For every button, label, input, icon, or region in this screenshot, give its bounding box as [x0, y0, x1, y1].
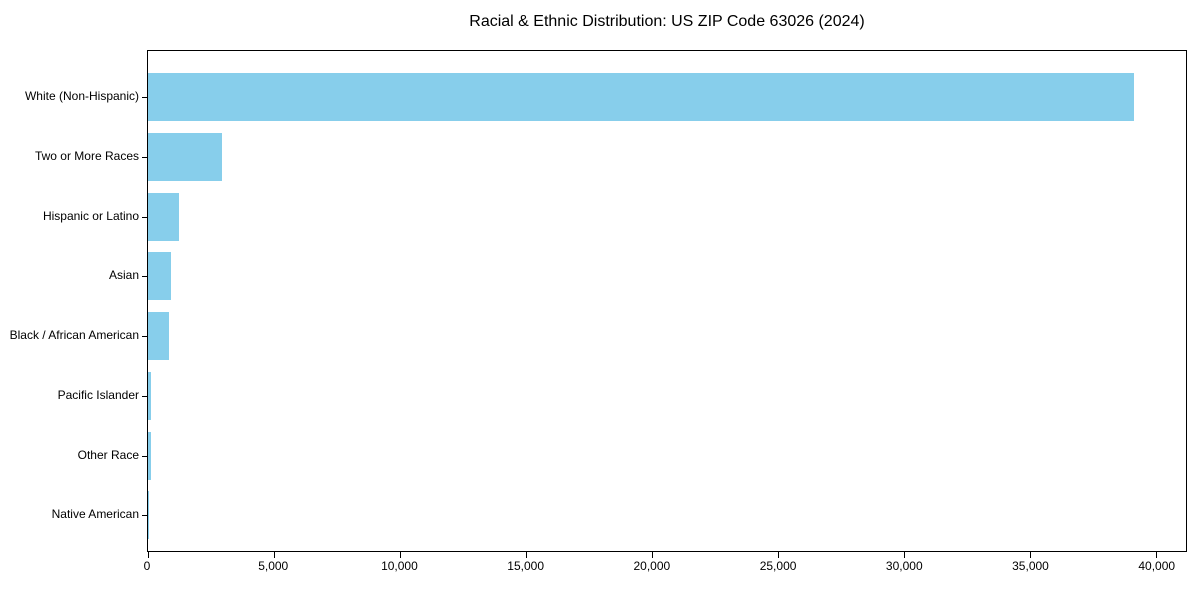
y-tick-label: Other Race [77, 447, 139, 462]
x-tick-label: 5,000 [258, 559, 289, 573]
bar [148, 371, 151, 420]
y-tick-mark [142, 455, 147, 457]
x-tick-mark [777, 552, 779, 558]
x-tick-mark [148, 552, 149, 558]
x-tick-mark [273, 552, 275, 558]
y-tick-mark [142, 395, 147, 397]
plot-area [142, 50, 1187, 558]
bar [148, 73, 1135, 121]
y-tick-label: Two or More Races [34, 148, 139, 163]
y-tick-mark [142, 336, 147, 338]
x-tick-label: 20,000 [633, 559, 671, 573]
x-tick-label: 10,000 [381, 559, 418, 573]
x-tick-label: 30,000 [885, 559, 923, 573]
x-tick-mark [525, 552, 527, 558]
x-tick-mark [651, 552, 653, 558]
bar [148, 132, 223, 181]
y-axis-labels: White (Non-Hispanic) Two or More Races His… [0, 50, 139, 552]
y-tick-mark [142, 515, 147, 517]
y-tick-label: White (Non-Hispanic) [24, 89, 139, 103]
y-tick-label: Hispanic or Latino [42, 208, 139, 223]
x-tick-mark [903, 552, 905, 558]
y-tick-mark [142, 156, 147, 158]
x-tick-label: 40,000 [1138, 559, 1176, 573]
x-tick-mark [1029, 552, 1031, 558]
bar [148, 192, 180, 241]
x-tick-mark [1155, 552, 1157, 558]
x-axis-labels: 0 5,000 10,000 15,000 20,000 25,000 30,000 35,0… [143, 559, 1187, 576]
y-tick-mark [142, 276, 147, 278]
bar [148, 431, 152, 480]
y-tick-label: Native American [51, 507, 139, 522]
x-tick-mark [399, 552, 401, 558]
x-tick-label: 0 [143, 559, 151, 573]
x-tick-label: 25,000 [759, 559, 797, 573]
bar [148, 252, 172, 301]
chart-title: Racial & Ethnic Distribution: US ZIP Cod… [469, 13, 865, 30]
y-tick-label: Asian [108, 268, 139, 283]
bar [148, 312, 169, 361]
y-tick-mark [142, 216, 147, 218]
y-tick-label: Black / African American [9, 328, 139, 343]
y-tick-mark [142, 97, 147, 98]
x-tick-label: 35,000 [1012, 559, 1049, 573]
bar [148, 491, 149, 540]
y-tick-label: Pacific Islander [57, 387, 139, 402]
x-tick-label: 15,000 [507, 559, 544, 573]
